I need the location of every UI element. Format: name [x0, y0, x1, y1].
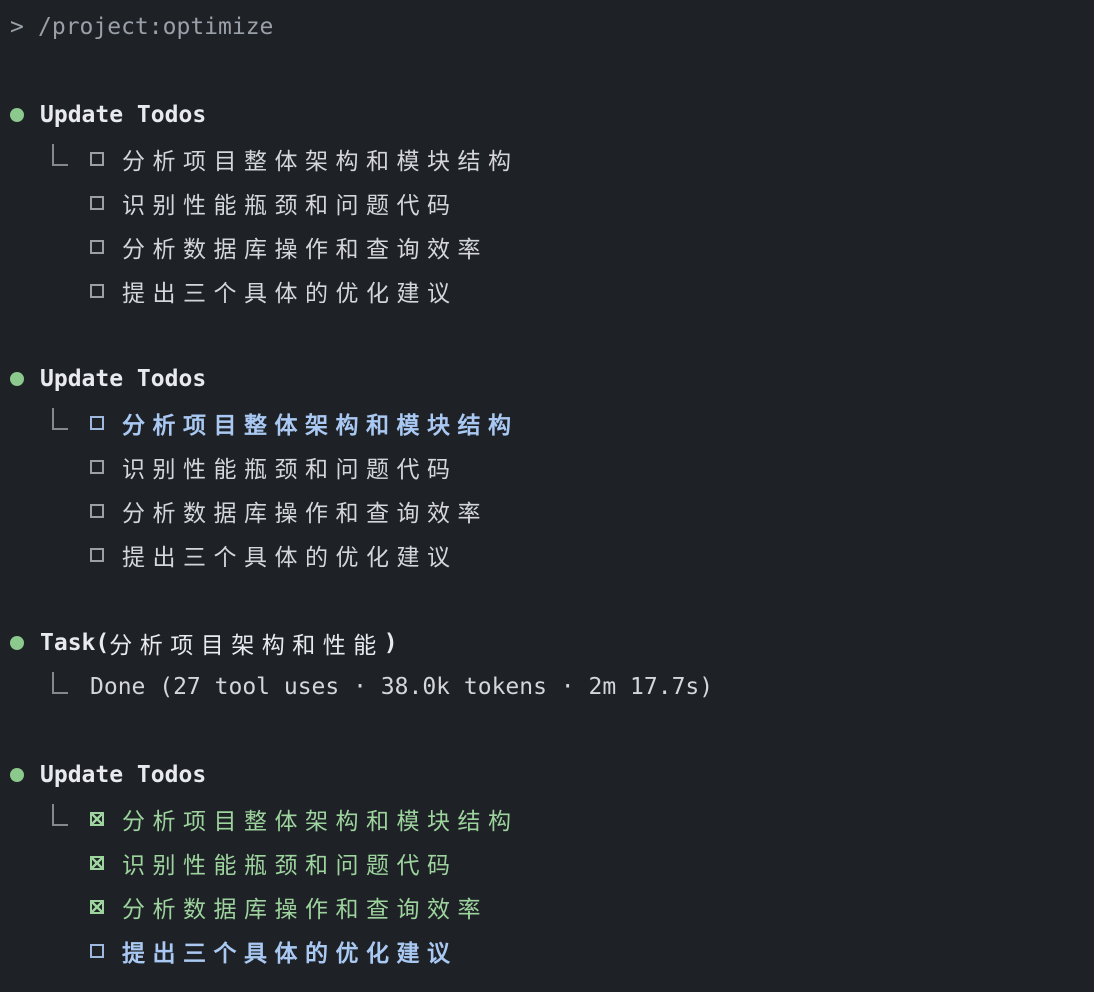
task-result-line: Done (27 tool uses · 38.0k tokens · 2m 1… — [10, 665, 1084, 709]
todo-item-label: 分析项目整体架构和模块结构 — [122, 149, 519, 175]
todo-checkbox-completed-icon — [90, 812, 104, 826]
tool-title-line: Update Todos — [10, 357, 1084, 401]
tool-call-block-update-todos-1: Update Todos 分析项目整体架构和模块结构 识别性能瓶颈和问题代码 分… — [10, 93, 1084, 313]
todo-checkbox-pending-icon — [90, 504, 104, 518]
todo-item: 识别性能瓶颈和问题代码 — [10, 841, 1084, 885]
tree-branch-icon — [52, 408, 68, 430]
tree-branch-icon — [52, 672, 68, 694]
task-argument: 分析项目架构和性能 — [109, 633, 384, 659]
command-prompt-line: > /project:optimize — [10, 5, 1084, 49]
todo-checkbox-pending-icon — [90, 284, 104, 298]
todo-item: 分析项目整体架构和模块结构 — [10, 797, 1084, 841]
tree-branch-icon — [52, 144, 68, 166]
todo-item: 分析数据库操作和查询效率 — [10, 489, 1084, 533]
todo-item-label: 分析项目整体架构和模块结构 — [122, 413, 519, 439]
todo-checkbox-completed-icon — [90, 900, 104, 914]
todo-item-label: 提出三个具体的优化建议 — [122, 545, 458, 571]
todo-item: 分析项目整体架构和模块结构 — [10, 137, 1084, 181]
todo-checkbox-completed-icon — [90, 856, 104, 870]
tool-result-bullet-icon — [10, 372, 24, 386]
task-title: Task — [40, 630, 96, 656]
tool-title: Update Todos — [40, 762, 207, 788]
tool-call-block-update-todos-3: Update Todos 分析项目整体架构和模块结构 识别性能瓶颈和问题代码 分… — [10, 753, 1084, 973]
todo-item-label: 识别性能瓶颈和问题代码 — [122, 193, 458, 219]
todo-item: 识别性能瓶颈和问题代码 — [10, 445, 1084, 489]
todo-checkbox-pending-icon — [90, 152, 104, 166]
todo-item: 提出三个具体的优化建议 — [10, 533, 1084, 577]
todo-checkbox-in-progress-icon — [90, 416, 104, 430]
todo-item: 提出三个具体的优化建议 — [10, 929, 1084, 973]
prompt-caret: > — [10, 14, 24, 40]
tool-result-bullet-icon — [10, 636, 24, 650]
todo-checkbox-pending-icon — [90, 460, 104, 474]
todo-item: 分析项目整体架构和模块结构 — [10, 401, 1084, 445]
todo-item-label: 提出三个具体的优化建议 — [122, 941, 458, 967]
todo-checkbox-in-progress-icon — [90, 944, 104, 958]
task-paren-close: ) — [383, 630, 398, 656]
tool-title-line: Update Todos — [10, 753, 1084, 797]
tool-call-block-update-todos-2: Update Todos 分析项目整体架构和模块结构 识别性能瓶颈和问题代码 分… — [10, 357, 1084, 577]
todo-item-label: 分析数据库操作和查询效率 — [122, 501, 488, 527]
todo-item-label: 识别性能瓶颈和问题代码 — [122, 457, 458, 483]
todo-item-label: 识别性能瓶颈和问题代码 — [122, 853, 458, 879]
task-result-summary: Done (27 tool uses · 38.0k tokens · 2m 1… — [90, 674, 714, 700]
tree-branch-icon — [52, 804, 68, 826]
todo-item: 识别性能瓶颈和问题代码 — [10, 181, 1084, 225]
task-block: Task(分析项目架构和性能) Done (27 tool uses · 38.… — [10, 621, 1084, 709]
tool-title: Update Todos — [40, 102, 207, 128]
todo-checkbox-pending-icon — [90, 240, 104, 254]
slash-command: /project:optimize — [38, 14, 274, 40]
todo-item-label: 提出三个具体的优化建议 — [122, 281, 458, 307]
todo-item: 提出三个具体的优化建议 — [10, 269, 1084, 313]
tool-result-bullet-icon — [10, 108, 24, 122]
todo-item: 分析数据库操作和查询效率 — [10, 885, 1084, 929]
todo-checkbox-pending-icon — [90, 548, 104, 562]
todo-item-label: 分析数据库操作和查询效率 — [122, 237, 488, 263]
task-title-line: Task(分析项目架构和性能) — [10, 621, 1084, 665]
todo-item-label: 分析数据库操作和查询效率 — [122, 897, 488, 923]
todo-item: 分析数据库操作和查询效率 — [10, 225, 1084, 269]
tool-title-line: Update Todos — [10, 93, 1084, 137]
tool-title: Update Todos — [40, 366, 207, 392]
todo-checkbox-pending-icon — [90, 196, 104, 210]
tool-result-bullet-icon — [10, 768, 24, 782]
task-paren-open: ( — [95, 630, 110, 656]
todo-item-label: 分析项目整体架构和模块结构 — [122, 809, 519, 835]
